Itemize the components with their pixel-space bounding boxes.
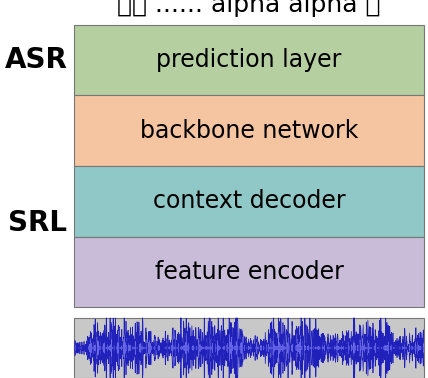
Text: ASR: ASR — [4, 46, 67, 74]
Bar — [74, 95, 424, 166]
Bar — [74, 237, 424, 307]
Text: backbone network: backbone network — [140, 119, 358, 143]
Bar — [74, 318, 424, 378]
Text: 国航 ...... alpha alpha 两: 国航 ...... alpha alpha 两 — [117, 0, 380, 17]
Text: prediction layer: prediction layer — [156, 48, 342, 72]
Text: feature encoder: feature encoder — [155, 260, 343, 284]
Text: SRL: SRL — [8, 209, 67, 237]
Bar — [74, 25, 424, 95]
Bar — [74, 166, 424, 237]
Text: context decoder: context decoder — [153, 189, 345, 213]
